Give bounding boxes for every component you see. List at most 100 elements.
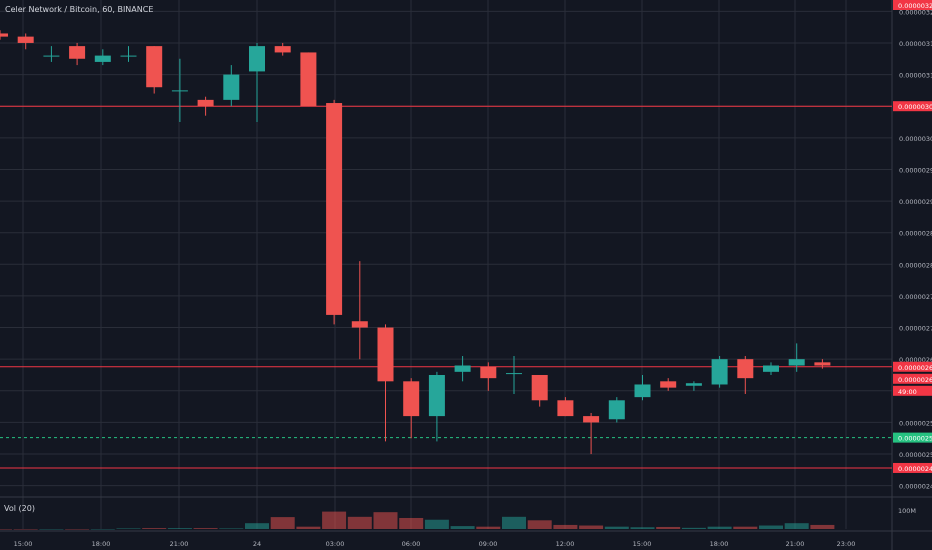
candle-body <box>583 416 600 423</box>
price-tick-label: 0.00000270 <box>899 325 932 333</box>
candle-body <box>274 46 291 53</box>
candle-body <box>506 373 522 375</box>
candle-body <box>0 33 8 37</box>
price-tick-label: 0.00000310 <box>899 72 932 80</box>
time-tick-label: 18:00 <box>92 540 111 548</box>
price-tick-label: 0.00000275 <box>899 293 932 301</box>
price-tick-label: 0.00000285 <box>899 230 932 238</box>
candle-body <box>17 36 34 43</box>
volume-bar <box>784 523 809 529</box>
candles <box>0 30 831 455</box>
volume-bar <box>0 529 12 530</box>
chart-title: Celer Network / Bitcoin, 60, BINANCE <box>5 5 154 14</box>
volume-bar <box>579 525 604 529</box>
time-axis[interactable]: 15:00 18:00 21:00 24 03:00 06:00 09:00 12:00 15:… <box>14 540 856 548</box>
candle-body <box>300 52 317 107</box>
candle-body <box>197 99 214 107</box>
candle-body <box>557 400 574 417</box>
candle-body <box>377 327 394 382</box>
price-tag <box>893 373 932 384</box>
price-tag <box>893 101 932 112</box>
volume-bar <box>65 529 90 530</box>
price-tag <box>893 0 932 10</box>
price-tag <box>893 385 932 396</box>
volume-bar <box>424 519 449 529</box>
volume-bar <box>322 511 347 529</box>
candle-body <box>711 359 728 385</box>
candle-body <box>660 381 677 388</box>
price-tag <box>893 432 932 443</box>
candle-body <box>223 74 240 100</box>
price-tick-label: 0.00000315 <box>899 40 932 48</box>
price-tag-label: 0.00000253 <box>898 435 932 443</box>
price-tick-label: 0.00000245 <box>899 483 932 491</box>
candle-body <box>634 384 651 398</box>
time-tick-label: 15:00 <box>633 540 652 548</box>
candle-body <box>788 359 805 366</box>
volume-bar <box>450 526 475 529</box>
volume-bar <box>193 528 218 529</box>
candle-body <box>326 103 343 315</box>
price-tag-label: 0.00000305 <box>898 103 932 111</box>
candle-body <box>531 374 548 401</box>
candle-body <box>814 362 831 366</box>
candle-body <box>480 366 497 379</box>
candle-body <box>685 383 702 386</box>
volume-bar <box>681 527 706 529</box>
candle-body <box>43 55 60 57</box>
candle-body <box>351 321 368 328</box>
volume-bar <box>476 526 501 529</box>
volume-bar <box>90 529 115 530</box>
time-tick-label: 03:00 <box>326 540 345 548</box>
volume-bars <box>0 511 835 530</box>
volume-bar <box>270 517 295 529</box>
time-tick-label: 09:00 <box>479 540 498 548</box>
volume-bar <box>296 526 321 529</box>
candle-body <box>249 46 265 72</box>
candle-body <box>120 55 137 57</box>
volume-bar <box>116 528 141 529</box>
volume-bar <box>245 523 269 529</box>
volume-bar <box>373 512 398 529</box>
time-tick-label: 12:00 <box>556 540 575 548</box>
price-tag <box>893 462 932 473</box>
volume-bar <box>502 516 526 529</box>
volume-bar <box>630 527 655 529</box>
volume-bar <box>759 525 783 529</box>
volume-bar <box>13 529 38 530</box>
time-tick-label: 23:00 <box>837 540 856 548</box>
price-tick-label: 0.00000280 <box>899 261 932 269</box>
candle-body <box>69 46 86 59</box>
volume-bar <box>527 520 552 529</box>
candle-body <box>737 359 754 379</box>
volume-indicator-label: Vol (20) <box>4 504 35 513</box>
price-tick-label: 0.00000295 <box>899 166 932 174</box>
time-tick-label: 06:00 <box>402 540 421 548</box>
time-tick-label: 21:00 <box>786 540 805 548</box>
price-tag <box>893 361 932 372</box>
volume-bar <box>810 524 835 529</box>
candle-body <box>454 365 471 372</box>
volume-bar <box>656 526 681 529</box>
price-tick-label: 0.00000255 <box>899 419 932 427</box>
price-tick-label: 0.00000290 <box>899 198 932 206</box>
price-tag-label: 49:00 <box>898 388 917 396</box>
candle-body <box>146 46 163 88</box>
price-tick-label: 0.00000265 <box>899 356 932 364</box>
volume-bar <box>399 517 424 529</box>
volume-bar <box>39 529 64 530</box>
candle-body <box>171 90 188 92</box>
volume-bar <box>167 528 192 529</box>
volume-bar <box>142 528 167 529</box>
volume-bar <box>733 526 758 529</box>
